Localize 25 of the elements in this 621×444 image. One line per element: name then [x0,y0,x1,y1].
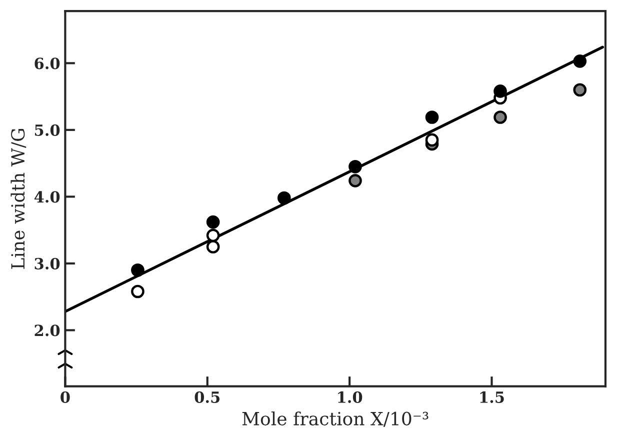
x-tick-label: 1.0 [338,391,362,403]
y-tick-label: 5.0 [35,124,60,136]
point [206,215,220,229]
point [348,160,362,174]
y-axis-title: Line width W/G [10,128,26,269]
x-tick-label: 0 [60,391,70,403]
point [277,191,291,205]
y-tick-label: 2.0 [34,324,60,336]
point [206,240,220,254]
point [425,133,439,147]
point [494,84,507,98]
x-axis-title: Mole fraction X/10⁻³ [242,411,428,427]
point [348,174,362,188]
point [573,54,587,68]
point [494,110,507,124]
point [425,110,439,124]
point [206,228,220,242]
point [131,284,144,298]
x-tick-label: 0.5 [194,391,220,403]
x-tick-label: 1.5 [480,391,504,403]
point [131,263,144,277]
point [573,83,587,97]
y-tick-label: 3.0 [34,258,60,270]
y-tick-label: 6.0 [34,58,60,70]
y-tick-label: 4.0 [34,191,60,203]
